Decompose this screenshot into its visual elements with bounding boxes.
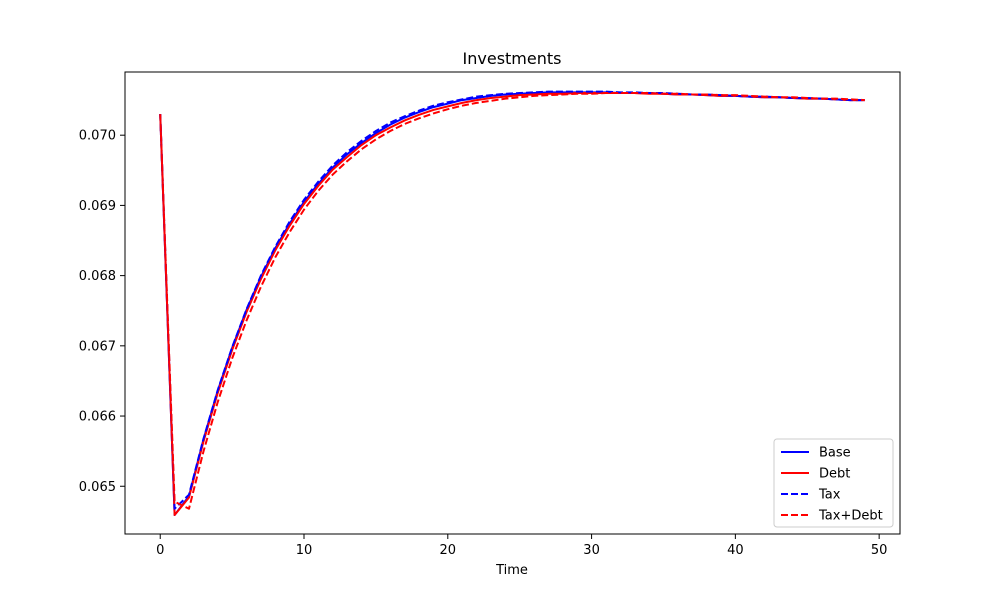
x-tick-label: 30 (583, 543, 600, 558)
series-line-debt (159, 92, 865, 517)
y-tick-label: 0.069 (79, 199, 116, 214)
x-tick-label: 50 (871, 543, 888, 558)
x-tick-label: 0 (156, 543, 164, 558)
legend-items: Base Debt Tax Tax+Debt (781, 446, 883, 524)
x-axis-ticks: 0 10 20 30 40 50 (156, 534, 887, 558)
x-tick-label: 10 (296, 543, 313, 558)
y-tick-label: 0.067 (79, 339, 116, 354)
x-tick-label: 20 (440, 543, 457, 558)
legend-label: Debt (819, 467, 850, 482)
y-tick-label: 0.068 (79, 269, 116, 284)
chart-title: Investments (463, 49, 562, 68)
y-tick-label: 0.066 (79, 410, 116, 425)
legend-label: Tax+Debt (818, 509, 883, 524)
legend-label: Base (819, 446, 851, 461)
series-line-base (159, 91, 865, 517)
y-tick-label: 0.065 (79, 480, 116, 495)
plot-frame (124, 71, 901, 535)
series-layer (159, 90, 865, 517)
x-tick-label: 40 (727, 543, 744, 558)
x-axis-label: Time (495, 563, 528, 578)
legend: Base Debt Tax Tax+Debt (773, 438, 894, 528)
legend-label: Tax (818, 488, 841, 503)
y-axis-ticks: 0.065 0.066 0.067 0.068 0.069 0.070 (79, 129, 125, 495)
series-line-tax (159, 90, 865, 510)
y-tick-label: 0.070 (79, 129, 116, 144)
series-line-tax-debt (159, 92, 865, 510)
legend-box (773, 438, 894, 528)
